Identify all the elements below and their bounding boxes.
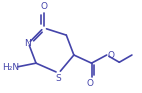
Text: O: O xyxy=(87,79,94,88)
Text: O: O xyxy=(40,2,47,11)
Text: N: N xyxy=(24,39,31,48)
Text: H₂N: H₂N xyxy=(2,63,19,72)
Text: O: O xyxy=(108,50,115,60)
Text: S: S xyxy=(56,74,62,83)
